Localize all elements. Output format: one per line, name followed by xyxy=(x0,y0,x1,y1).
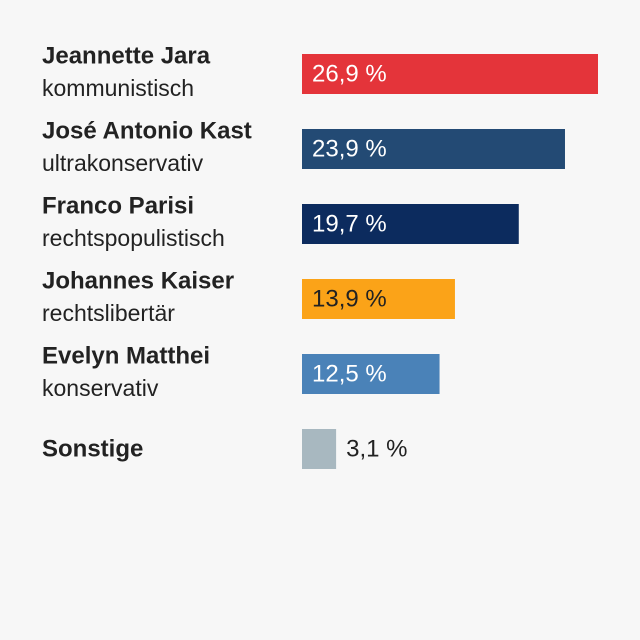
candidate-name: Johannes Kaiser xyxy=(42,267,234,294)
value-label: 3,1 % xyxy=(346,435,407,462)
value-label: 23,9 % xyxy=(312,135,387,162)
value-label: 13,9 % xyxy=(312,285,387,312)
party-label: rechtslibertär xyxy=(42,300,175,326)
candidate-name: Evelyn Matthei xyxy=(42,342,210,369)
party-label: kommunistisch xyxy=(42,75,194,101)
candidate-name: Sonstige xyxy=(42,435,143,462)
candidate-name: Franco Parisi xyxy=(42,192,194,219)
value-label: 26,9 % xyxy=(312,60,387,87)
candidate-name: José Antonio Kast xyxy=(42,117,252,144)
bar xyxy=(302,204,519,244)
bar xyxy=(302,354,440,394)
bar xyxy=(302,54,598,94)
party-label: rechtspopulistisch xyxy=(42,225,225,251)
value-label: 19,7 % xyxy=(312,210,387,237)
bar xyxy=(302,129,565,169)
party-label: konservativ xyxy=(42,375,159,401)
value-label: 12,5 % xyxy=(312,360,387,387)
bar xyxy=(302,279,455,319)
candidate-name: Jeannette Jara xyxy=(42,42,211,69)
bar xyxy=(302,429,337,469)
party-label: ultrakonservativ xyxy=(42,150,204,176)
